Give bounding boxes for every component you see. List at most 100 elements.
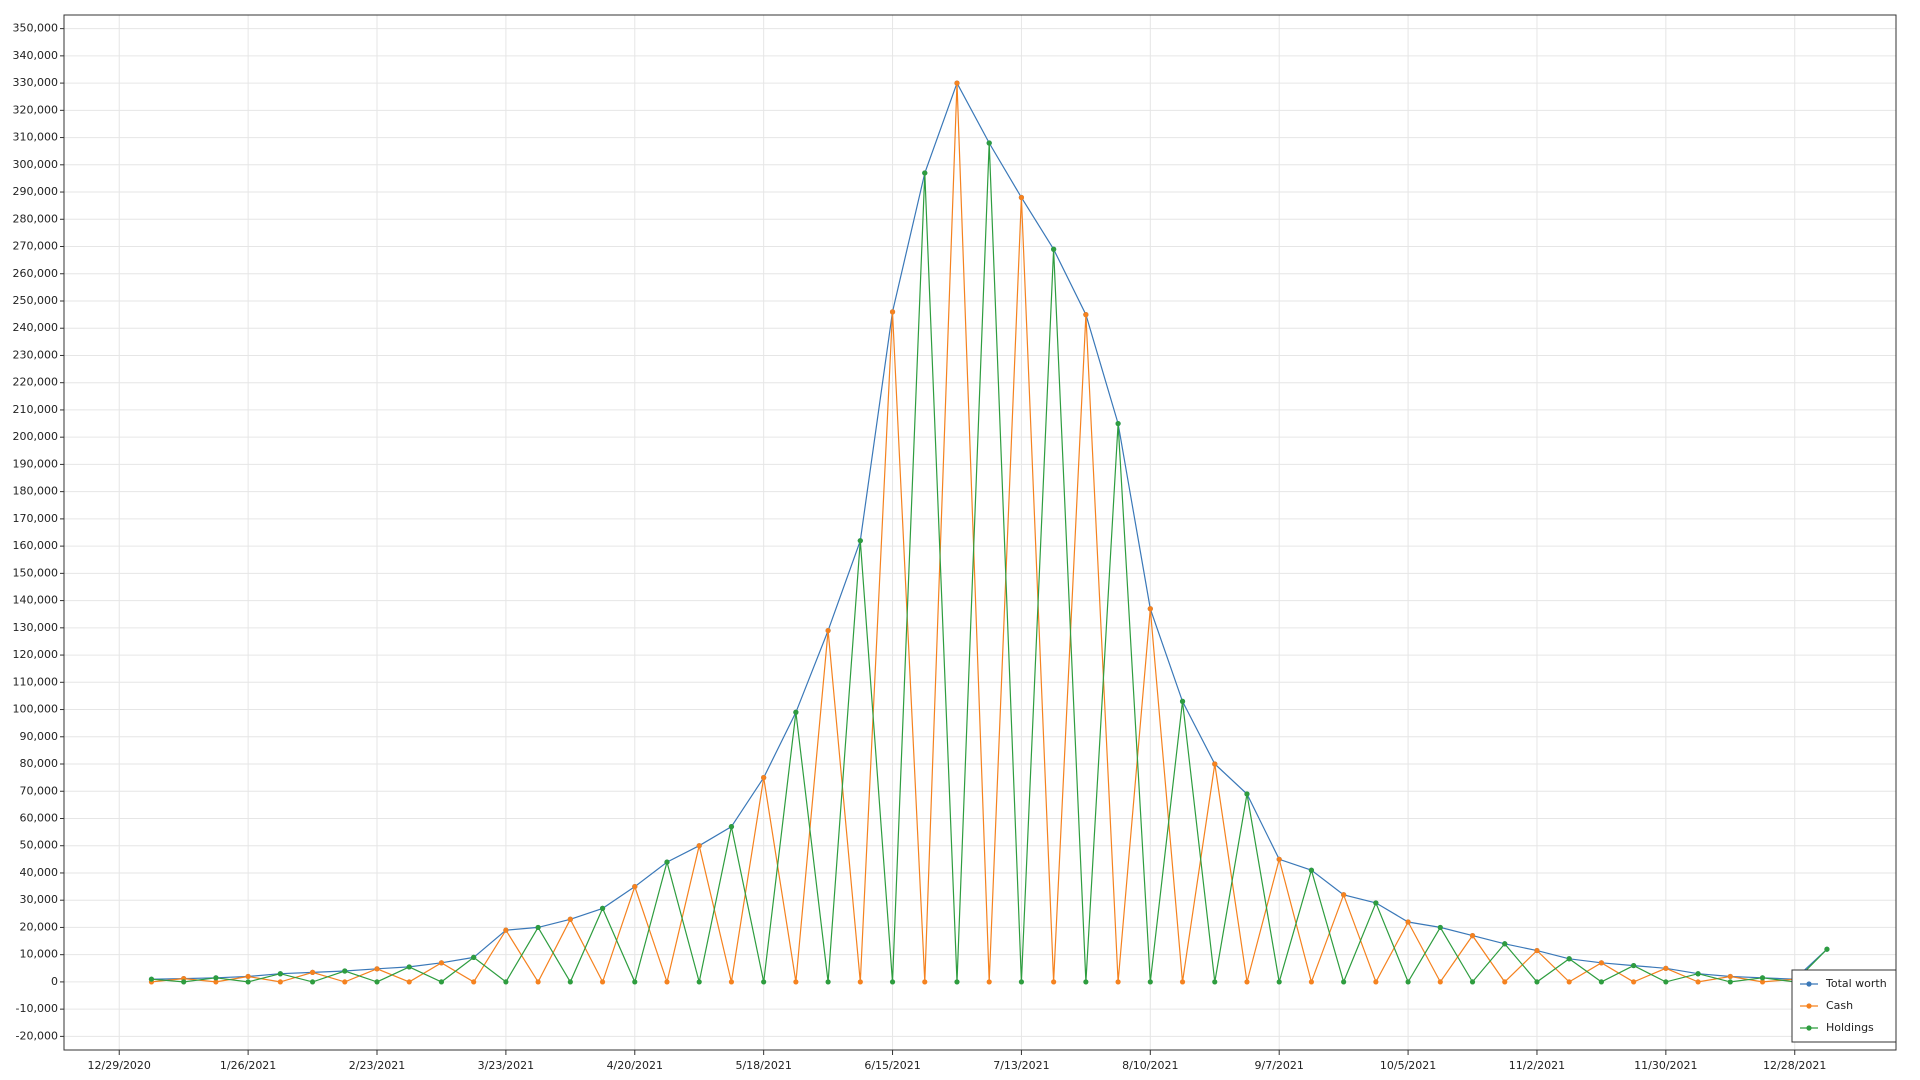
y-tick-label: 200,000 [13, 430, 59, 443]
y-tick-label: 90,000 [20, 730, 59, 743]
data-point [438, 979, 445, 985]
y-tick-label: 150,000 [13, 566, 59, 579]
data-point [1727, 973, 1733, 980]
data-point [1405, 919, 1411, 925]
y-tick-label: 220,000 [13, 376, 59, 389]
data-point [664, 979, 670, 985]
data-point [471, 954, 477, 960]
y-tick-label: 320,000 [13, 103, 59, 116]
legend: Total worth Cash Holdings [1791, 969, 1897, 1043]
x-tick-label: 11/30/2021 [1634, 1059, 1697, 1072]
data-point [1244, 979, 1250, 985]
data-point [1051, 246, 1057, 252]
x-tick-label: 12/28/2021 [1763, 1059, 1826, 1072]
y-tick-label: 310,000 [13, 131, 59, 144]
y-tick-label: 50,000 [20, 839, 59, 852]
data-point [213, 979, 219, 985]
y-tick-label: 240,000 [13, 321, 59, 334]
x-tick-label: 4/20/2021 [607, 1059, 663, 1072]
y-tick-label: 20,000 [20, 920, 59, 933]
data-point [696, 979, 702, 985]
legend-label: Holdings [1826, 1021, 1874, 1034]
y-tick-label: 340,000 [13, 49, 59, 62]
x-tick-label: 10/5/2021 [1380, 1059, 1436, 1072]
y-tick-label: -20,000 [16, 1029, 58, 1042]
data-point [471, 979, 477, 985]
data-point [1598, 960, 1605, 966]
data-point [1018, 979, 1025, 985]
x-tick-label: 9/7/2021 [1254, 1059, 1303, 1072]
data-point [793, 709, 799, 715]
y-tick-label: 270,000 [13, 240, 59, 253]
y-tick-label: 170,000 [13, 512, 59, 525]
data-point [632, 979, 638, 985]
y-tick-label: 180,000 [13, 485, 59, 498]
x-tick-label: 2/23/2021 [349, 1059, 405, 1072]
data-point [1373, 979, 1379, 985]
y-tick-label: 140,000 [13, 594, 59, 607]
data-point [1566, 979, 1572, 985]
y-tick-label: 40,000 [20, 866, 59, 879]
x-tick-label: 3/23/2021 [478, 1059, 534, 1072]
data-point [1695, 971, 1701, 977]
data-point [1018, 194, 1025, 201]
data-point [342, 968, 348, 974]
data-point [954, 979, 960, 985]
data-point [1115, 420, 1121, 427]
data-point [1566, 956, 1572, 962]
data-point [599, 905, 606, 911]
y-tick-label: 30,000 [20, 893, 59, 906]
data-point [1179, 979, 1186, 985]
data-point [922, 170, 928, 176]
x-tick-label: 5/18/2021 [735, 1059, 791, 1072]
y-tick-label: 160,000 [13, 539, 59, 552]
series-line [151, 81, 1828, 980]
data-point [1759, 979, 1766, 985]
legend-label: Cash [1826, 999, 1853, 1012]
data-point [1244, 791, 1250, 797]
data-point [309, 979, 316, 985]
data-point [857, 538, 863, 544]
y-tick-label: 80,000 [20, 757, 59, 770]
y-tick-label: 130,000 [13, 621, 59, 634]
data-point [535, 924, 541, 931]
data-point [277, 979, 283, 985]
data-point [761, 775, 767, 781]
data-point [406, 979, 412, 985]
data-point [1115, 979, 1121, 985]
y-tick-label: 60,000 [20, 811, 59, 824]
legend-label: Total worth [1825, 977, 1887, 990]
data-point [922, 979, 928, 985]
data-point [406, 964, 412, 970]
y-tick-label: 100,000 [13, 703, 59, 716]
y-tick-label: 230,000 [13, 348, 59, 361]
data-point [1437, 924, 1443, 931]
data-point [1727, 979, 1733, 985]
data-point [277, 971, 283, 977]
legend-marker [1806, 981, 1812, 987]
y-tick-label: 70,000 [20, 784, 59, 797]
y-tick-label: 120,000 [13, 648, 59, 661]
data-point [728, 824, 735, 830]
y-tick-label: 300,000 [13, 158, 59, 171]
y-tick-label: 260,000 [13, 267, 59, 280]
data-point [1341, 979, 1347, 985]
data-point [213, 975, 219, 981]
data-point [1502, 979, 1508, 985]
y-tick-label: 290,000 [13, 185, 59, 198]
data-point [1631, 962, 1637, 969]
data-point [342, 979, 348, 985]
data-point [309, 969, 316, 975]
data-point [1179, 698, 1186, 704]
data-point [1147, 979, 1153, 985]
data-point [1598, 979, 1605, 985]
series-line [151, 142, 1828, 984]
data-point [1469, 979, 1476, 985]
data-point [1051, 979, 1057, 985]
data-point [1695, 979, 1701, 985]
data-point [1308, 867, 1315, 873]
y-tick-label: 110,000 [13, 675, 59, 688]
legend-marker [1806, 1025, 1812, 1031]
data-point [632, 883, 638, 890]
